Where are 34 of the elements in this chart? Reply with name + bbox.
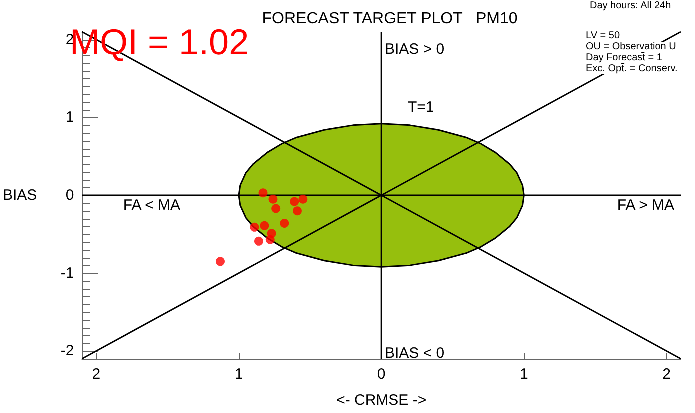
annotation: BIAS < 0 [384, 345, 445, 362]
point [268, 194, 278, 204]
annotation: BIAS > 0 [384, 41, 445, 58]
annotation: LV = 50 [586, 30, 620, 42]
y-tick-label: 0 [66, 187, 74, 204]
x-tick-label: 1 [520, 366, 528, 383]
point [292, 206, 302, 216]
x-tick-label: 2 [92, 366, 101, 383]
text: Day hours: All 24h [590, 0, 672, 12]
annotation: Exc. Opt. = Conserv. [586, 64, 678, 74]
x-tick-label: 0 [377, 366, 386, 383]
point [290, 197, 300, 206]
y-axis-title: BIAS [2, 187, 38, 204]
y-tick-label: 1 [66, 109, 74, 126]
point [280, 219, 290, 228]
annotation: T=1 [408, 99, 434, 116]
annotation: Day Forecast = 1 [586, 52, 663, 64]
x-tick-label: 1 [234, 366, 244, 383]
point [260, 221, 270, 230]
point [258, 188, 268, 198]
chart-title: FORECAST TARGET PLOT PM10 [262, 10, 518, 28]
x-axis-title: <- CRMSE -> [336, 392, 427, 409]
annotation: FA < MA [123, 197, 181, 214]
y-tick-label: -1 [60, 264, 74, 282]
point [216, 257, 225, 266]
y-tick-label: -2 [60, 342, 74, 360]
point [266, 235, 275, 244]
point [254, 236, 264, 246]
x-tick-label: 2 [662, 366, 671, 383]
point [272, 204, 281, 214]
annotation: OU = Observation U [586, 42, 676, 52]
annotation: FA > MA [617, 197, 675, 214]
point [298, 194, 308, 204]
point [250, 222, 260, 232]
